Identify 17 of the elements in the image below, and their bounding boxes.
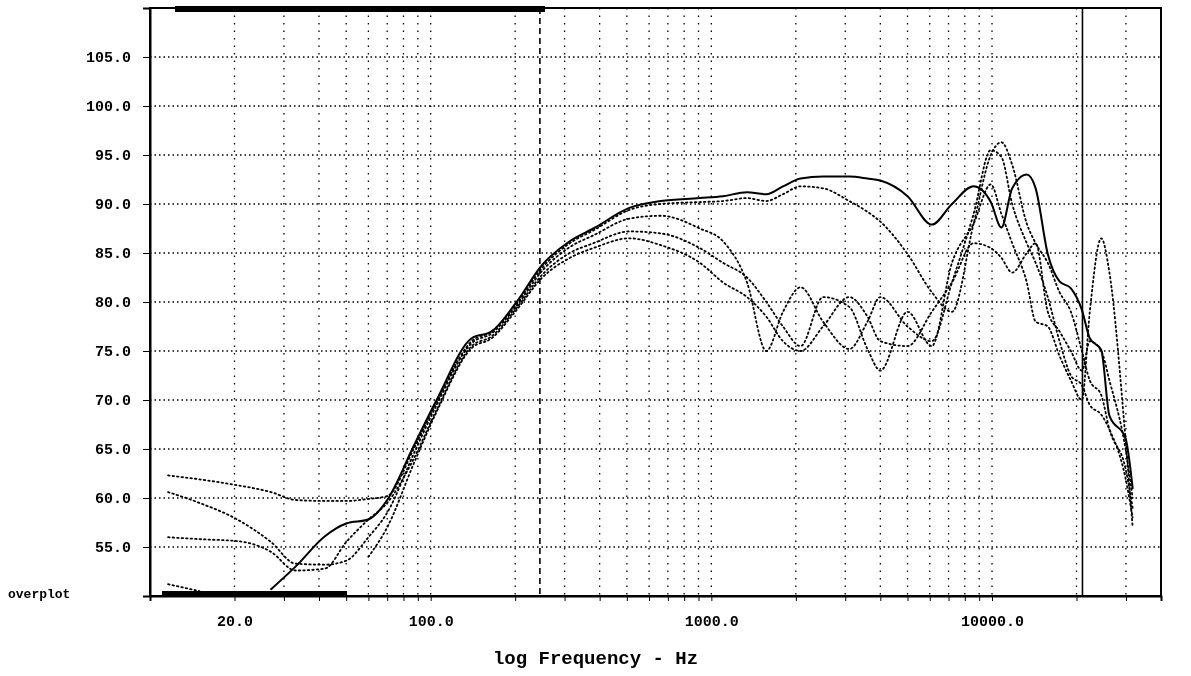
x-tick-label: 100.0	[408, 613, 454, 631]
x-axis-title: log Frequency - Hz	[492, 648, 699, 670]
y-tick-label: 70.0	[94, 393, 131, 411]
y-tick-label: 80.0	[94, 295, 131, 313]
y-tick-label: 85.0	[94, 246, 131, 264]
y-tick-label: 60.0	[94, 491, 131, 509]
y-tick-label: 65.0	[94, 442, 131, 460]
y-tick-label: 90.0	[94, 197, 131, 215]
y-tick-label: 75.0	[94, 344, 131, 362]
x-tick-label: 10000.0	[961, 613, 1025, 631]
x-tick-label: 20.0	[216, 613, 253, 631]
y-tick-label: 100.0	[85, 99, 131, 117]
y-tick-label: 55.0	[94, 540, 131, 558]
y-tick-label: 95.0	[94, 148, 131, 166]
y-tick-label: 105.0	[85, 50, 131, 68]
text: overplot	[8, 587, 71, 602]
x-tick-label: 1000.0	[684, 613, 739, 631]
